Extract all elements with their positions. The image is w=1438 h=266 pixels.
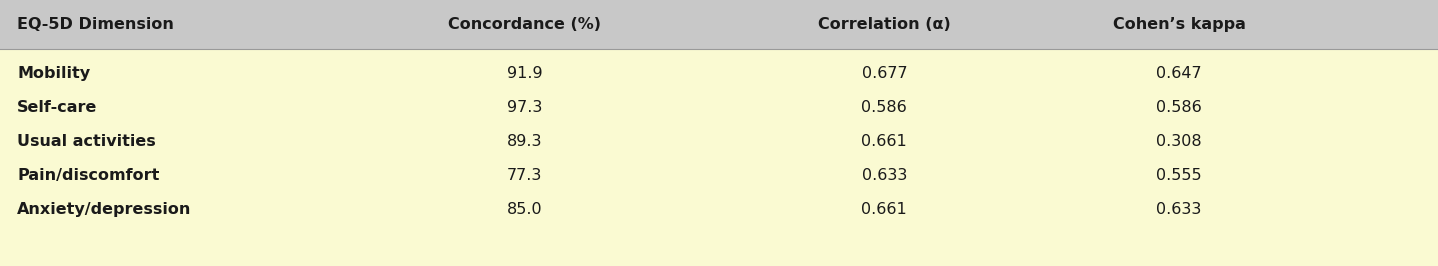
Text: 91.9: 91.9 [508, 66, 542, 81]
Bar [0, 49, 1438, 266]
Text: Pain/discomfort: Pain/discomfort [17, 168, 160, 183]
Text: 97.3: 97.3 [508, 100, 542, 115]
Text: EQ-5D Dimension: EQ-5D Dimension [17, 17, 174, 32]
Text: Anxiety/depression: Anxiety/depression [17, 202, 191, 217]
Text: Cohen’s kappa: Cohen’s kappa [1113, 17, 1245, 32]
Text: 89.3: 89.3 [508, 134, 542, 149]
Text: 0.586: 0.586 [1156, 100, 1202, 115]
Text: Mobility: Mobility [17, 66, 91, 81]
Text: 77.3: 77.3 [508, 168, 542, 183]
Text: 0.586: 0.586 [861, 100, 907, 115]
Text: 0.677: 0.677 [861, 66, 907, 81]
Text: Correlation (α): Correlation (α) [818, 17, 951, 32]
Text: 0.633: 0.633 [1156, 202, 1202, 217]
Text: Self-care: Self-care [17, 100, 98, 115]
Text: 0.647: 0.647 [1156, 66, 1202, 81]
Text: 0.661: 0.661 [861, 134, 907, 149]
Text: 0.661: 0.661 [861, 202, 907, 217]
Text: 0.633: 0.633 [861, 168, 907, 183]
Text: Concordance (%): Concordance (%) [449, 17, 601, 32]
Text: 85.0: 85.0 [508, 202, 542, 217]
Bar [0, 0, 1438, 49]
Text: 0.308: 0.308 [1156, 134, 1202, 149]
Text: Usual activities: Usual activities [17, 134, 155, 149]
Text: 0.555: 0.555 [1156, 168, 1202, 183]
